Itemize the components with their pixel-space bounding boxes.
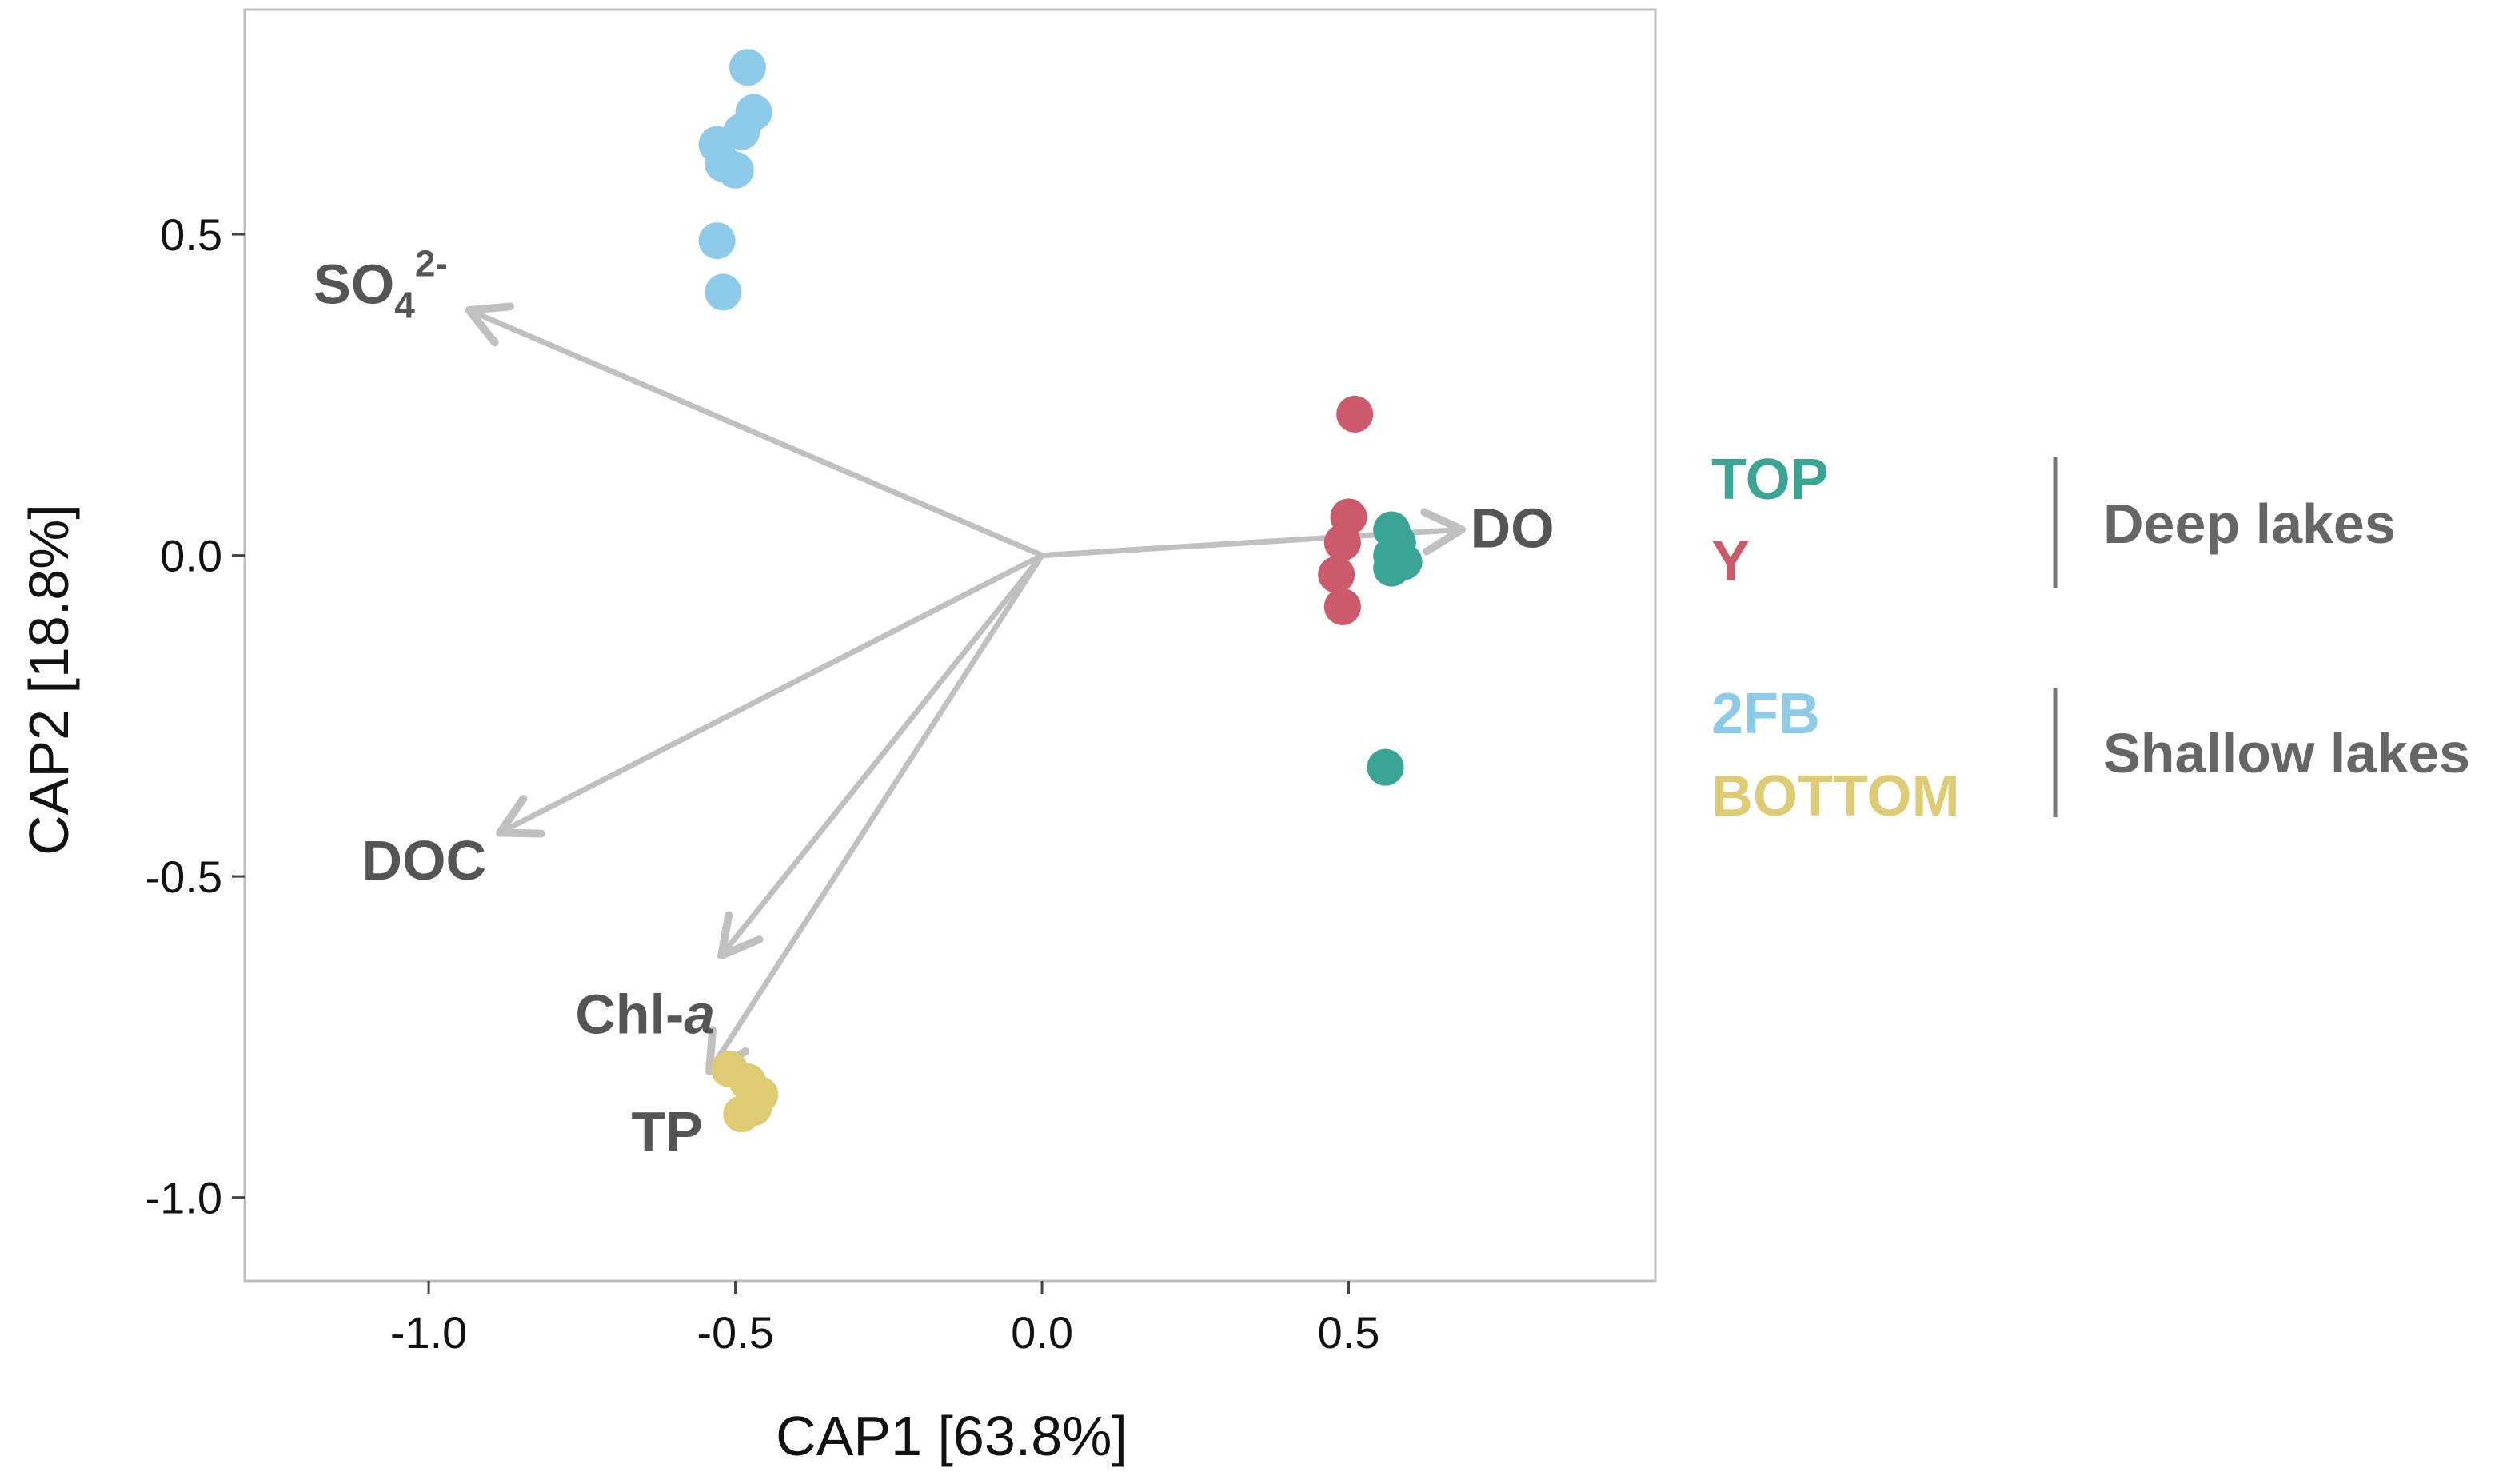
legend-group-label: Shallow lakes (2103, 722, 2470, 784)
vector-label-tp: TP (631, 1100, 702, 1163)
y-tick-label: -0.5 (146, 852, 223, 902)
point-y (1323, 524, 1361, 561)
y-tick-label: -1.0 (146, 1173, 223, 1223)
legend-group-label: Deep lakes (2103, 493, 2396, 555)
y-tick-label: 0.0 (160, 531, 222, 581)
point-y (1336, 395, 1374, 433)
point-bottom (723, 1095, 760, 1133)
legend: TOP Y Deep lakes 2FB BOTTOM Shallow lakes (1711, 448, 2470, 828)
point-top (1373, 549, 1411, 587)
point-2fb (698, 222, 736, 260)
plot-panel (243, 8, 1657, 1283)
x-axis: -1.0 -0.5 0.0 0.5 (390, 1281, 1380, 1358)
vector-arrow-doc (496, 553, 1044, 838)
environment-vector-labels: SO42- DO DOC Chl-a TP (313, 242, 1554, 1163)
point-top (1367, 748, 1404, 786)
legend-entry-top: TOP (1711, 448, 1829, 512)
vector-label-chl-a: Chl-a (575, 983, 715, 1045)
vector-label-so4-2-: SO42- (313, 242, 448, 325)
vector-arrow-tp (705, 553, 1044, 1075)
vector-label-doc: DOC (362, 829, 487, 892)
x-axis-title: CAP1 [63.8%] (776, 1405, 1128, 1467)
point-2fb (705, 273, 742, 311)
vector-arrow-so4-2- (465, 302, 1044, 558)
vector-arrow-chl-a (717, 553, 1044, 960)
point-y (1318, 556, 1355, 593)
vector-label-do: DO (1471, 497, 1555, 559)
y-tick-label: 0.5 (160, 209, 222, 260)
point-y (1323, 588, 1361, 625)
point-2fb (729, 49, 766, 86)
x-tick-label: -0.5 (697, 1307, 774, 1358)
legend-entry-bottom: BOTTOM (1711, 764, 1960, 828)
point-2fb (717, 151, 754, 189)
y-axis-title: CAP2 [18.8%] (18, 504, 80, 856)
legend-entry-y: Y (1711, 529, 1750, 593)
sample-points (698, 49, 1423, 1133)
x-tick-label: 0.5 (1318, 1307, 1380, 1358)
x-tick-label: 0.0 (1011, 1307, 1073, 1358)
legend-entry-2fb: 2FB (1711, 682, 1820, 746)
x-tick-label: -1.0 (390, 1307, 468, 1358)
y-axis: 0.5 0.0 -0.5 -1.0 (146, 209, 245, 1223)
